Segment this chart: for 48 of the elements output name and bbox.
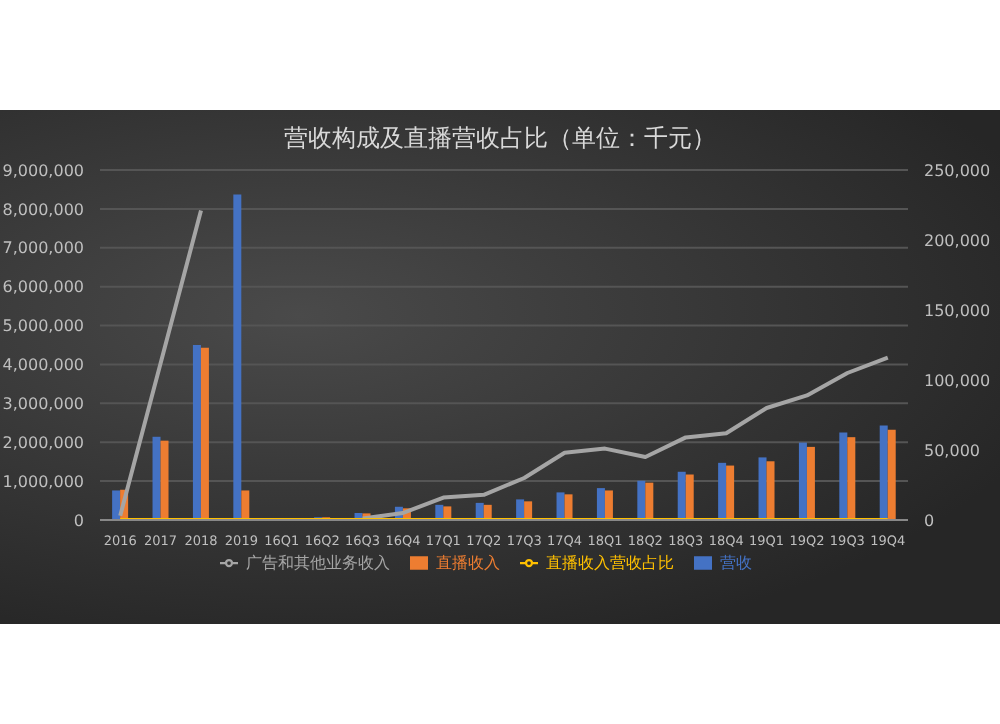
bar bbox=[758, 457, 767, 520]
bar bbox=[677, 471, 686, 520]
bar bbox=[112, 490, 121, 520]
legend-label: 广告和其他业务收入 bbox=[246, 554, 390, 572]
y-tick-label: 0 bbox=[73, 511, 84, 530]
y-tick-label: 6,000,000 bbox=[2, 278, 84, 297]
bar bbox=[839, 432, 848, 520]
bar bbox=[798, 442, 807, 520]
bar bbox=[233, 194, 242, 520]
y-tick-label: 5,000,000 bbox=[2, 317, 84, 336]
bar bbox=[637, 480, 646, 520]
bar bbox=[685, 474, 694, 520]
bar bbox=[160, 440, 169, 520]
bar bbox=[152, 436, 161, 520]
bar bbox=[241, 490, 250, 520]
y2-tick-label: 50,000 bbox=[924, 441, 980, 460]
y-tick-label: 7,000,000 bbox=[2, 239, 84, 258]
y2-tick-label: 100,000 bbox=[924, 371, 991, 390]
y2-tick-label: 200,000 bbox=[924, 231, 991, 250]
legend-label: 直播收入 bbox=[436, 554, 500, 572]
bar bbox=[718, 462, 727, 520]
bar bbox=[766, 461, 775, 520]
bar bbox=[564, 494, 573, 520]
chart-title: 营收构成及直播营收占比（单位：千元） bbox=[282, 122, 718, 156]
bar bbox=[806, 446, 815, 520]
y-tick-label: 2,000,000 bbox=[2, 433, 84, 452]
bar bbox=[645, 482, 654, 520]
y2-tick-label: 150,000 bbox=[924, 301, 991, 320]
bar bbox=[192, 345, 201, 520]
y-tick-label: 3,000,000 bbox=[2, 395, 84, 414]
legend-label: 直播收入营收占比 bbox=[546, 554, 674, 572]
y-tick-label: 8,000,000 bbox=[2, 200, 84, 219]
y-tick-label: 1,000,000 bbox=[2, 472, 84, 491]
bar bbox=[604, 490, 613, 520]
bar bbox=[556, 492, 565, 520]
y-tick-label: 9,000,000 bbox=[2, 161, 84, 180]
bar bbox=[200, 347, 209, 520]
bar bbox=[887, 429, 896, 520]
y-tick-label: 4,000,000 bbox=[2, 356, 84, 375]
bar bbox=[516, 499, 525, 520]
y2-tick-label: 250,000 bbox=[924, 161, 991, 180]
bar bbox=[524, 501, 533, 520]
y2-tick-label: 0 bbox=[924, 511, 935, 530]
bar bbox=[847, 437, 856, 520]
bar bbox=[596, 488, 605, 520]
bar bbox=[726, 465, 735, 520]
bar bbox=[879, 425, 888, 520]
legend-label: 营收 bbox=[720, 554, 752, 572]
